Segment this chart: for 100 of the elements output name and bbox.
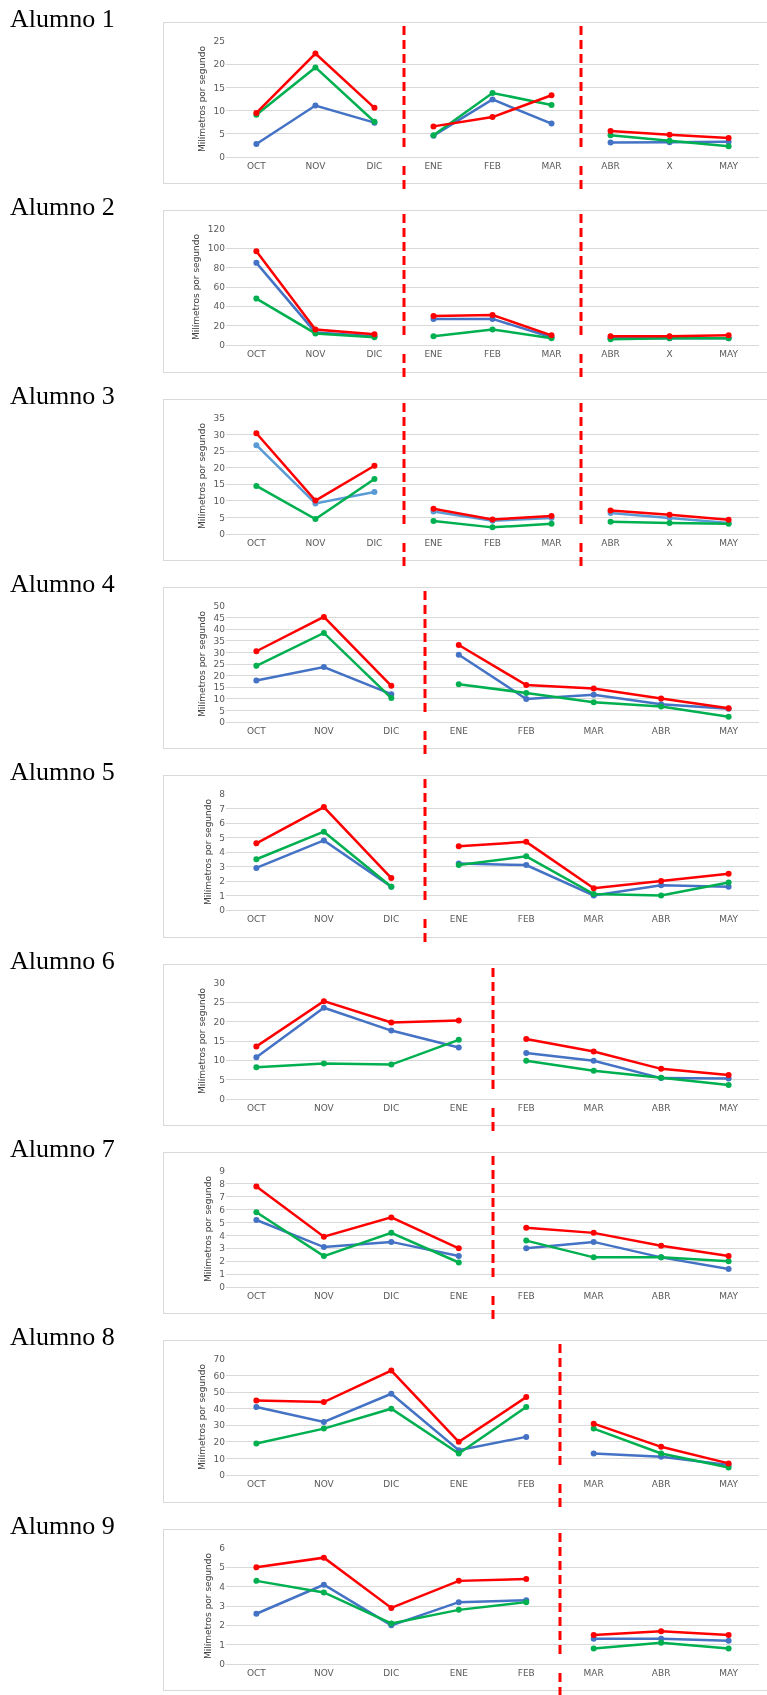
y-tick-label: 15 bbox=[213, 82, 225, 93]
y-tick-label: 60 bbox=[213, 282, 226, 293]
y-tick-label: 6 bbox=[219, 1204, 226, 1215]
x-tick-label: ABR bbox=[651, 1667, 671, 1678]
y-tick-label: 4 bbox=[219, 1581, 226, 1592]
x-tick-label: DIC bbox=[366, 537, 383, 548]
x-tick-label: ABR bbox=[601, 537, 620, 548]
chart-title: Alumno 3 bbox=[10, 380, 115, 411]
y-tick-label: 3 bbox=[219, 861, 225, 872]
y-axis-title: Milímetros por segundo bbox=[196, 422, 207, 529]
x-tick-label: MAR bbox=[541, 160, 562, 171]
y-tick-label: 20 bbox=[213, 670, 226, 681]
x-tick-label: ENE bbox=[449, 1102, 469, 1113]
x-tick-label: ABR bbox=[651, 914, 671, 925]
y-tick-label: 30 bbox=[213, 977, 226, 988]
y-tick-label: 35 bbox=[213, 635, 225, 646]
x-tick-label: NOV bbox=[305, 349, 327, 360]
x-tick-label: ENE bbox=[449, 1290, 469, 1301]
x-tick-label: MAY bbox=[719, 1479, 739, 1490]
x-tick-label: MAR bbox=[541, 349, 562, 360]
y-tick-label: 80 bbox=[213, 263, 226, 274]
y-tick-label: 5 bbox=[219, 1217, 225, 1228]
y-tick-label: 45 bbox=[213, 612, 225, 623]
x-tick-label: DIC bbox=[383, 914, 400, 925]
y-tick-label: 8 bbox=[219, 789, 226, 800]
x-tick-label: MAY bbox=[719, 349, 739, 360]
y-tick-label: 10 bbox=[213, 1055, 226, 1066]
x-tick-label: NOV bbox=[313, 1290, 335, 1301]
x-tick-label: ABR bbox=[651, 725, 671, 736]
y-axis-title: Milímetros por segundo bbox=[191, 233, 202, 341]
y-tick-label: 15 bbox=[213, 479, 225, 490]
y-tick-label: 30 bbox=[213, 429, 226, 440]
y-tick-label: 2 bbox=[219, 876, 225, 887]
y-tick-label: 20 bbox=[213, 59, 226, 70]
chart-title: Alumno 5 bbox=[10, 757, 115, 788]
x-tick-label: MAR bbox=[583, 1667, 604, 1678]
y-tick-label: 1 bbox=[219, 1639, 225, 1650]
chart-title: Alumno 7 bbox=[10, 1134, 115, 1164]
x-tick-label: DIC bbox=[383, 1102, 400, 1113]
y-tick-label: 70 bbox=[213, 1354, 226, 1365]
x-tick-label: OCT bbox=[246, 1479, 267, 1490]
x-tick-label: X bbox=[666, 349, 673, 360]
y-tick-label: 25 bbox=[213, 36, 225, 47]
y-tick-label: 30 bbox=[213, 1420, 226, 1431]
y-tick-label: 120 bbox=[207, 224, 226, 235]
y-tick-label: 0 bbox=[219, 1093, 226, 1104]
y-tick-label: 0 bbox=[219, 1658, 226, 1669]
x-tick-label: X bbox=[666, 160, 673, 171]
x-tick-label: NOV bbox=[313, 1102, 335, 1113]
y-tick-label: 2 bbox=[219, 1256, 225, 1267]
x-tick-label: ABR bbox=[651, 1102, 671, 1113]
y-tick-label: 0 bbox=[219, 340, 226, 351]
y-tick-label: 40 bbox=[213, 1404, 226, 1415]
y-tick-label: 20 bbox=[213, 321, 226, 332]
y-tick-label: 25 bbox=[213, 445, 225, 456]
y-tick-label: 6 bbox=[219, 818, 226, 829]
x-tick-label: NOV bbox=[313, 1667, 335, 1678]
y-tick-label: 5 bbox=[219, 512, 225, 523]
y-tick-label: 60 bbox=[213, 1371, 226, 1382]
x-tick-label: MAR bbox=[583, 725, 604, 736]
x-tick-label: ENE bbox=[424, 537, 443, 548]
x-tick-label: DIC bbox=[383, 1667, 400, 1678]
x-tick-label: X bbox=[666, 537, 673, 548]
y-tick-label: 25 bbox=[213, 997, 225, 1008]
y-tick-label: 0 bbox=[219, 528, 226, 539]
x-tick-label: MAY bbox=[719, 537, 739, 548]
y-axis-title: Milímetros por segundo bbox=[202, 798, 213, 906]
y-tick-label: 8 bbox=[219, 1179, 226, 1190]
x-tick-label: OCT bbox=[246, 914, 267, 925]
chart-title: Alumno 9 bbox=[10, 1510, 115, 1541]
x-tick-label: OCT bbox=[246, 1290, 267, 1301]
y-tick-label: 2 bbox=[219, 1620, 225, 1631]
y-tick-label: 10 bbox=[213, 105, 226, 116]
y-tick-label: 7 bbox=[219, 1191, 225, 1202]
x-tick-label: MAY bbox=[719, 160, 739, 171]
x-tick-label: NOV bbox=[305, 160, 327, 171]
x-tick-label: ENE bbox=[449, 1479, 469, 1490]
x-tick-label: DIC bbox=[366, 160, 383, 171]
x-tick-label: MAR bbox=[583, 1102, 604, 1113]
y-tick-label: 50 bbox=[213, 601, 226, 612]
x-tick-label: FEB bbox=[517, 914, 535, 925]
x-tick-label: FEB bbox=[483, 349, 502, 360]
x-tick-label: MAY bbox=[719, 1667, 739, 1678]
x-tick-label: ABR bbox=[651, 1479, 671, 1490]
x-tick-label: FEB bbox=[517, 1479, 535, 1490]
y-axis-title: Milímetros por segundo bbox=[196, 1363, 207, 1471]
y-tick-label: 4 bbox=[219, 1230, 226, 1241]
y-tick-label: 40 bbox=[213, 301, 226, 312]
x-tick-label: DIC bbox=[383, 725, 400, 736]
y-tick-label: 0 bbox=[219, 1282, 226, 1293]
y-tick-label: 15 bbox=[213, 1035, 225, 1046]
chart-title: Alumno 6 bbox=[10, 945, 115, 976]
x-tick-label: FEB bbox=[517, 1290, 535, 1301]
x-tick-label: MAR bbox=[541, 537, 562, 548]
x-tick-label: OCT bbox=[246, 349, 267, 360]
x-tick-label: OCT bbox=[246, 725, 267, 736]
x-tick-label: MAY bbox=[719, 914, 739, 925]
x-tick-label: MAY bbox=[719, 1290, 739, 1301]
y-tick-label: 35 bbox=[213, 412, 225, 423]
x-tick-label: ENE bbox=[449, 725, 469, 736]
